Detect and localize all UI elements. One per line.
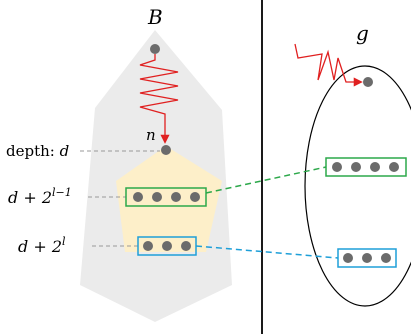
tree-root-node: [150, 44, 160, 54]
tree-title: B: [147, 5, 163, 29]
level-low-node-2: [162, 241, 172, 251]
graph-green-node-3: [370, 162, 380, 172]
graph-blue-node-1: [343, 253, 353, 263]
level-mid-label: d + 2l−1: [8, 186, 72, 207]
graph-green-node-4: [389, 162, 399, 172]
graph-blue-node-2: [362, 253, 372, 263]
level-low-node-3: [181, 241, 191, 251]
level-low-exponent: l: [62, 235, 66, 248]
blue-connector: [195, 245, 339, 259]
level-mid-box: [125, 187, 207, 207]
subtree-region: [116, 146, 222, 252]
node-n-label: n: [146, 126, 156, 144]
graph-title: g: [356, 21, 369, 45]
graph-green-node-1: [332, 162, 342, 172]
level-mid-exponent: l−1: [52, 186, 72, 199]
graph-blue-node-3: [381, 253, 391, 263]
level-low-node-1: [143, 241, 153, 251]
graph-node: [363, 77, 373, 87]
red-zigzag-arrow: [139, 54, 179, 144]
depth-prefix: depth:: [6, 142, 60, 160]
green-connector: [205, 166, 327, 194]
level-mid-node-2: [152, 192, 162, 202]
level-mid-node-1: [133, 192, 143, 202]
level-mid-node-3: [171, 192, 181, 202]
level-mid-node-4: [190, 192, 200, 202]
depth-label: depth: d: [6, 142, 69, 160]
graph-green-node-2: [351, 162, 361, 172]
level-low-base: d + 2: [18, 237, 62, 256]
level-mid-base: d + 2: [8, 188, 52, 207]
depth-var: d: [60, 142, 70, 160]
graph-ellipse: [304, 65, 411, 307]
level-low-label: d + 2l: [18, 235, 66, 256]
node-n: [161, 145, 171, 155]
graph-red-zigzag-arrow: [294, 43, 363, 87]
